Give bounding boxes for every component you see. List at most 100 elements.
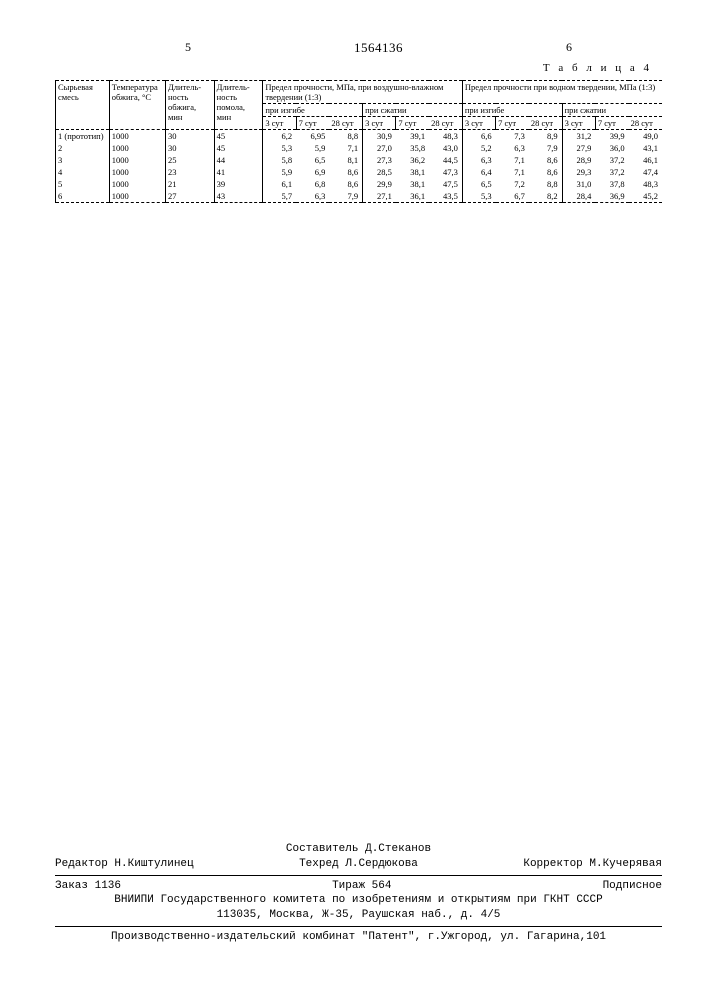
page-col-left: 5 (185, 40, 191, 56)
cell: 48,3 (429, 130, 462, 143)
cell: 45,2 (629, 190, 662, 203)
cell: 5,9 (263, 166, 296, 178)
d7: 7 сут (595, 117, 628, 130)
group-water: Предел прочности при водном твердении, М… (462, 81, 662, 104)
table-head: Сырьевая смесь Темпера­тура обжига, °С Д… (56, 81, 663, 130)
cell: 49,0 (629, 130, 662, 143)
cell: 31,2 (562, 130, 595, 143)
cell: 48,3 (629, 178, 662, 190)
cell: 38,1 (396, 166, 429, 178)
d3: 3 сут (562, 117, 595, 130)
cell: 30,9 (363, 130, 396, 143)
cell: 6,95 (296, 130, 329, 143)
cell: 27 (166, 190, 215, 203)
cell: 1 (прото­тип) (56, 130, 110, 143)
cell: 5,3 (462, 190, 495, 203)
cell: 28,5 (363, 166, 396, 178)
d7: 7 сут (496, 117, 529, 130)
footer-org1: ВНИИПИ Государственного комитета по изоб… (55, 893, 662, 908)
cell: 5,2 (462, 142, 495, 154)
cell: 6,7 (496, 190, 529, 203)
cell: 30 (166, 142, 215, 154)
cell: 2 (56, 142, 110, 154)
cell: 47,5 (429, 178, 462, 190)
cell: 43,5 (429, 190, 462, 203)
col-grind-dur: Длитель­ность помола, мин (214, 81, 263, 130)
footer-org2: 113035, Москва, Ж-35, Раушская наб., д. … (55, 908, 662, 923)
cell: 47,4 (629, 166, 662, 178)
cell: 6,8 (296, 178, 329, 190)
cell: 25 (166, 154, 215, 166)
cell: 7,2 (496, 178, 529, 190)
cell: 45 (214, 142, 263, 154)
cell: 8,8 (529, 178, 562, 190)
cell: 1000 (109, 154, 165, 166)
cell: 1000 (109, 178, 165, 190)
cell: 1000 (109, 142, 165, 154)
cell: 8,9 (529, 130, 562, 143)
cell: 29,9 (363, 178, 396, 190)
table-body: 1 (прото­тип)100030456,26,958,830,939,14… (56, 130, 663, 206)
table-row: 3100025445,86,58,127,336,244,56,37,18,62… (56, 154, 663, 166)
cell: 5,7 (263, 190, 296, 203)
sub-bend-a: при изгибе (263, 104, 363, 117)
sub-comp-b: при сжатии (562, 104, 662, 117)
cell: 5,9 (296, 142, 329, 154)
cell: 27,0 (363, 142, 396, 154)
cell: 27,9 (562, 142, 595, 154)
d7: 7 сут (396, 117, 429, 130)
cell: 38,1 (396, 178, 429, 190)
cell: 5,8 (263, 154, 296, 166)
cell: 6,4 (462, 166, 495, 178)
col-mix: Сырьевая смесь (56, 81, 110, 130)
cell: 6,5 (296, 154, 329, 166)
footer-tirazh: Тираж 564 (332, 879, 391, 894)
cell: 6,3 (462, 154, 495, 166)
cell: 37,2 (595, 166, 628, 178)
col-temp: Темпера­тура обжига, °С (109, 81, 165, 130)
cell: 36,2 (396, 154, 429, 166)
cell: 27,1 (363, 190, 396, 203)
cell: 7,1 (329, 142, 362, 154)
cell: 27,3 (363, 154, 396, 166)
cell: 43 (214, 190, 263, 203)
cell: 21 (166, 178, 215, 190)
cell: 6,2 (263, 130, 296, 143)
cell: 6,6 (462, 130, 495, 143)
cell: 39,9 (595, 130, 628, 143)
cell: 36,9 (595, 190, 628, 203)
footer-order: Заказ 1136 (55, 879, 121, 894)
cell: 45 (214, 130, 263, 143)
cell: 30 (166, 130, 215, 143)
cell: 7,9 (529, 142, 562, 154)
d28: 28 сут (429, 117, 462, 130)
page-col-right: 6 (566, 40, 572, 56)
cell: 36,0 (595, 142, 628, 154)
cell: 47,3 (429, 166, 462, 178)
cell: 29,3 (562, 166, 595, 178)
cell: 23 (166, 166, 215, 178)
cell: 8,1 (329, 154, 362, 166)
cell: 8,6 (529, 166, 562, 178)
cell: 7,1 (496, 154, 529, 166)
footer-compiler: Составитель Д.Стеканов (55, 842, 662, 857)
footer-editor: Редактор Н.Киштулинец (55, 857, 194, 872)
table-caption: Т а б л и ц а 4 (55, 62, 652, 74)
cell: 8,6 (529, 154, 562, 166)
cell: 43,0 (429, 142, 462, 154)
cell: 7,3 (496, 130, 529, 143)
sub-bend-b: при изгибе (462, 104, 562, 117)
col-fire-dur: Длитель­ность обжига, мин (166, 81, 215, 130)
footer-block: Составитель Д.Стеканов Редактор Н.Киштул… (55, 842, 662, 945)
cell: 6,3 (296, 190, 329, 203)
cell: 37,8 (595, 178, 628, 190)
cell: 1000 (109, 130, 165, 143)
d28: 28 сут (629, 117, 662, 130)
footer-press: Производственно-издательский комбинат "П… (55, 930, 662, 945)
cell: 41 (214, 166, 263, 178)
group-air: Предел прочности, МПа, при воз­душно-вла… (263, 81, 463, 104)
cell: 39 (214, 178, 263, 190)
table-row: 4100023415,96,98,628,538,147,36,47,18,62… (56, 166, 663, 178)
table-row: 2100030455,35,97,127,035,843,05,26,37,92… (56, 142, 663, 154)
table-row: 1 (прото­тип)100030456,26,958,830,939,14… (56, 130, 663, 143)
